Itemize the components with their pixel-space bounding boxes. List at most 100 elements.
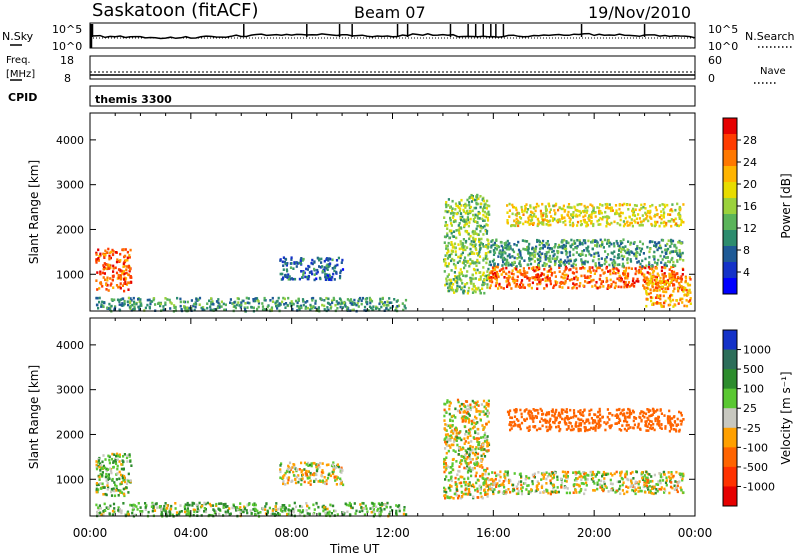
velocity-cell-r1 [174,502,177,505]
velocity-cell-r1 [133,513,136,517]
velocity-cell-r4 [647,488,650,491]
velocity-cell-r2 [294,481,298,485]
velocity-cell-r3 [464,405,467,409]
power-cell-r3 [446,244,449,248]
power-cell-r1 [130,299,133,302]
velocity-cell-r3 [457,400,460,404]
velocity-cell-r1 [363,513,366,516]
velocity-cell-r4 [646,480,649,484]
velocity-cell-r4 [548,473,551,476]
power-cell-r3 [454,246,457,250]
velocity-cell-r2 [321,479,325,483]
power-cell-r6 [663,205,667,209]
power-cell-r1 [353,303,356,306]
power-cell-r3 [463,210,466,213]
velocity-cell-r4 [537,482,540,485]
power-cell-r1 [234,306,237,310]
power-cell-r6 [662,221,665,225]
velocity-cell-r4 [549,492,552,496]
power-cell-r5 [608,263,611,267]
power-cell-r1 [278,302,281,305]
power-cell-r5 [626,251,629,255]
velocity-cell-r2 [331,463,334,466]
power-cell-r1 [210,309,213,312]
velocity-cell-r5 [677,423,680,426]
power-cell-r5 [537,258,540,262]
power-cell-r4 [670,269,673,273]
power-cell-r6 [545,212,548,216]
power-cell-r2 [283,260,286,264]
power-cell-r6 [547,202,550,206]
velocity-cell-r3 [467,482,470,486]
power-cell-r3 [452,214,455,218]
velocity-cell-r3 [454,426,457,430]
velocity-cell-r4 [564,479,567,483]
power-cell-r3 [482,271,485,275]
velocity-cell-r2 [279,468,282,471]
power-cell-r5 [572,242,575,245]
power-cell-r1 [188,306,191,310]
velocity-cell-r3 [445,490,448,494]
velocity-cell-r1 [277,512,280,515]
power-cell-r6 [548,204,551,208]
power-cell-r3 [470,280,473,283]
velocity-cell-r1 [228,507,231,510]
power-cell-r6 [545,219,548,222]
velocity-cell-r5 [657,418,660,421]
power-cell-r4 [595,267,599,270]
power-cell-r5 [678,250,681,254]
power-cell-r5 [576,239,579,242]
velocity-cell-r3 [475,481,478,485]
power-cell-r0 [111,253,115,257]
power-cell-r4 [491,276,494,279]
power-cell-r6 [515,208,518,212]
power-cell-r6 [622,224,626,228]
power-cell-r6 [530,210,533,214]
velocity-cell-r3 [469,403,472,407]
power-cell-r4 [561,286,564,289]
velocity-cell-r1 [188,511,191,515]
nsearch-tick-top: 10^5 [708,23,738,36]
power-cell-r3 [469,234,472,238]
power-cell-r3 [477,217,480,220]
power-cell-r1 [110,304,113,308]
velocity-cell-r3 [480,454,483,458]
velocity-cell-r1 [239,510,242,514]
power-cell-r6 [579,220,582,223]
power-cell-r5 [573,239,576,243]
power-cell-r3 [473,261,476,265]
power-cell-r3 [461,215,464,219]
power-cell-r4 [607,285,610,289]
power-cell-r5 [619,242,623,246]
velocity-cell-r4 [592,480,595,483]
power-cell-r0 [129,275,132,278]
power-cell-r4 [528,284,531,288]
power-cell-r1 [240,301,243,304]
power-cell-r6 [535,202,539,206]
power-cell-r5 [541,246,544,250]
velocity-cell-r2 [313,462,316,465]
power-cell-r2 [311,272,314,276]
power-cell-r4 [539,279,542,282]
velocity-cell-r4 [556,478,559,481]
power-cell-r2 [299,262,302,265]
power-cell-r6 [563,216,566,219]
power-cell-r3 [474,198,477,202]
power-cell-r4 [514,285,517,288]
power-cell-r4 [505,266,508,270]
velocity-cell-r4 [680,488,683,492]
velocity-cell-r1 [284,509,287,513]
power-cell-r0 [127,273,131,277]
power-cell-r6 [594,211,597,214]
velocity-cell-r1 [317,505,320,509]
velocity-cell-r1 [191,504,194,507]
power-cell-r5 [506,239,509,243]
power-cell-r6 [551,219,554,223]
power-cell-r6 [626,224,629,227]
power-cell-r2 [284,257,287,261]
power-cell-r3 [471,209,474,213]
power-cell-r0 [125,268,128,271]
power-cell-r3 [474,220,477,224]
power-cell-r4 [506,283,509,287]
